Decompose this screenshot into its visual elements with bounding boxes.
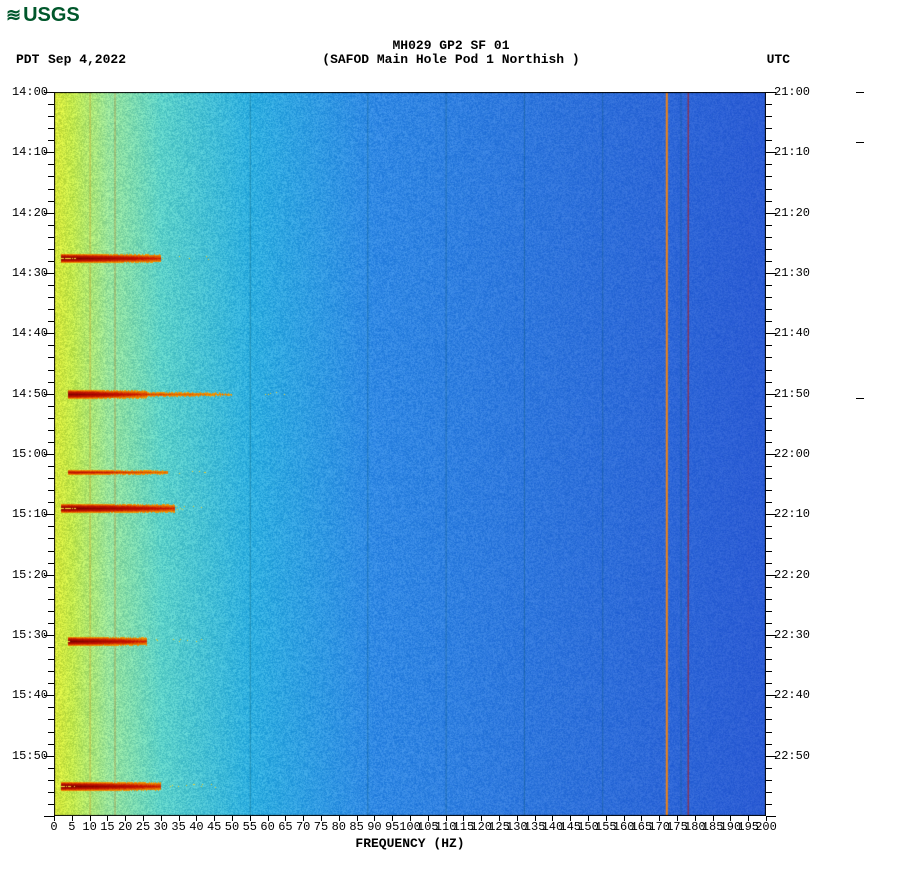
usgs-logo: ≋ USGS [6,4,80,27]
ytick-right: 22:10 [774,507,810,521]
date-label: Sep 4,2022 [48,52,126,67]
xtick: 70 [296,820,310,834]
ytick-left: 15:50 [4,749,48,763]
xtick: 55 [243,820,257,834]
xtick: 80 [332,820,346,834]
ytick-right: 21:40 [774,326,810,340]
xtick: 10 [82,820,96,834]
ytick-right: 21:50 [774,387,810,401]
ytick-left: 14:20 [4,206,48,220]
logo-wave-icon: ≋ [6,5,19,26]
station-title: MH029 GP2 SF 01 [0,38,902,53]
xtick: 5 [68,820,75,834]
ytick-right: 22:40 [774,688,810,702]
ytick-right: 21:30 [774,266,810,280]
xtick: 30 [154,820,168,834]
tz-right-label: UTC [767,52,790,67]
xtick: 65 [278,820,292,834]
ytick-right: 22:30 [774,628,810,642]
ytick-left: 14:00 [4,85,48,99]
ytick-left: 14:10 [4,145,48,159]
logo-text: USGS [23,4,80,27]
xtick: 15 [100,820,114,834]
ytick-left: 15:30 [4,628,48,642]
xtick: 85 [349,820,363,834]
xtick: 60 [260,820,274,834]
xtick: 45 [207,820,221,834]
ytick-left: 14:50 [4,387,48,401]
ytick-left: 15:20 [4,568,48,582]
ytick-left: 14:30 [4,266,48,280]
xtick: 0 [50,820,57,834]
ytick-left: 15:00 [4,447,48,461]
xtick: 40 [189,820,203,834]
xtick: 200 [755,820,777,834]
xtick: 95 [385,820,399,834]
xtick: 20 [118,820,132,834]
ytick-right: 22:50 [774,749,810,763]
ytick-right: 22:00 [774,447,810,461]
ytick-left: 15:40 [4,688,48,702]
right-scale [856,92,864,816]
ytick-right: 22:20 [774,568,810,582]
x-axis-label: FREQUENCY (HZ) [0,836,820,851]
ytick-right: 21:10 [774,145,810,159]
xtick: 90 [367,820,381,834]
xtick: 75 [314,820,328,834]
ytick-left: 15:10 [4,507,48,521]
xtick: 25 [136,820,150,834]
ytick-right: 21:00 [774,85,810,99]
spectrogram-chart [54,92,766,816]
ytick-right: 21:20 [774,206,810,220]
xtick: 50 [225,820,239,834]
ytick-left: 14:40 [4,326,48,340]
tz-left-label: PDT [16,52,39,67]
xtick: 35 [171,820,185,834]
